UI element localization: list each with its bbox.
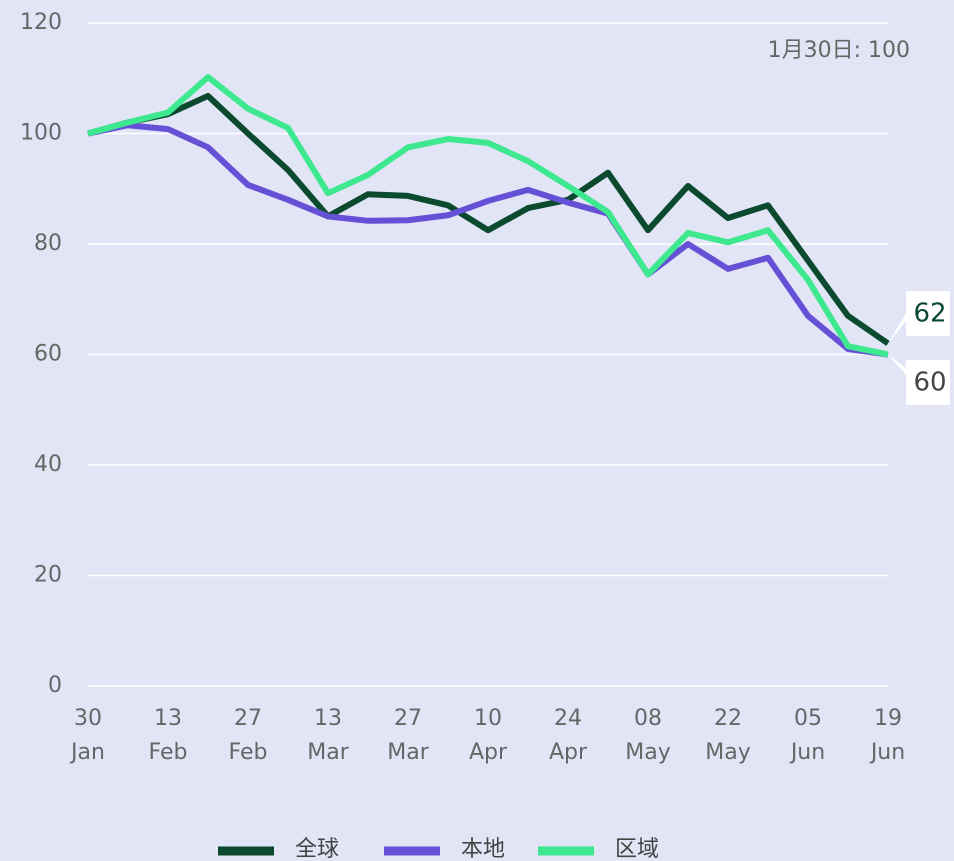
series-line (87, 74, 889, 358)
y-tick-label: 20 (34, 563, 62, 588)
x-tick-label: 19 Jun (870, 706, 906, 765)
y-tick-label: 0 (48, 673, 62, 698)
x-tick-label: 30 Jan (71, 706, 105, 765)
y-tick-label: 60 (34, 342, 62, 367)
x-tick-label: 10 Apr (468, 706, 508, 765)
data-label: 60 (913, 368, 946, 398)
y-tick-label: 100 (20, 121, 62, 146)
x-tick-label: 24 Apr (548, 706, 588, 765)
y-tick-label: 120 (20, 10, 62, 35)
x-tick-label: 27 Mar (387, 706, 429, 765)
series-line (87, 122, 889, 358)
annotation: 1月30日: 100 (768, 38, 910, 63)
legend-label: 区域 (615, 837, 659, 861)
x-tick-label: 08 May (625, 706, 671, 765)
y-tick-label: 80 (34, 231, 62, 256)
x-tick-label: 27 Feb (228, 706, 268, 765)
x-tick-label: 13 Feb (148, 706, 188, 765)
data-label: 62 (913, 299, 946, 329)
x-tick-label: 13 Mar (307, 706, 349, 765)
label-box (888, 354, 950, 405)
x-tick-label: 05 Jun (790, 706, 826, 765)
series-line (87, 92, 890, 346)
legend-label: 全球 (295, 837, 339, 861)
label-box (888, 291, 950, 344)
legend-label: 本地 (461, 837, 505, 861)
x-tick-label: 22 May (705, 706, 751, 765)
y-tick-label: 40 (34, 452, 62, 477)
